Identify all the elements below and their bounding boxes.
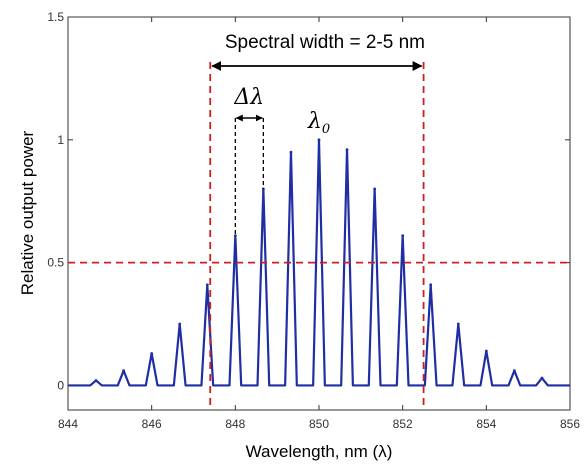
x-tick-label: 844 — [58, 417, 78, 431]
mode-peak-point — [429, 283, 433, 287]
mode-peak-point — [345, 148, 349, 152]
mode-peak-point — [122, 369, 126, 373]
lambda-zero-subscript: 0 — [322, 122, 330, 137]
mode-peak-point — [540, 376, 544, 380]
spectral-width-annotation: Spectral width = 2-5 nm — [225, 32, 425, 53]
x-tick-label: 852 — [393, 417, 413, 431]
lambda-zero-symbol: λ — [307, 109, 322, 134]
y-axis-label: Relative output power — [18, 130, 37, 295]
plot-area — [67, 16, 571, 411]
mode-peak-point — [456, 322, 460, 326]
mode-peak-point — [150, 352, 154, 355]
mode-peak-point — [94, 379, 98, 382]
mode-peak-point — [373, 187, 377, 191]
x-tick-label: 854 — [476, 417, 496, 431]
mode-peak-point — [484, 349, 488, 353]
x-tick-label: 848 — [225, 417, 245, 431]
mode-peak-point — [317, 138, 321, 142]
y-tick-label: 0.5 — [47, 256, 64, 270]
mode-peak-point — [178, 322, 182, 326]
x-tick-label: 850 — [309, 417, 329, 431]
mode-peak-point — [205, 283, 209, 287]
y-tick-label: 0 — [57, 378, 64, 392]
mode-peak-point — [401, 234, 405, 238]
x-tick-label: 856 — [560, 417, 580, 431]
mode-peak-point — [512, 369, 516, 373]
x-axis-label: Wavelength, nm (λ) — [246, 442, 393, 461]
mode-peak-point — [289, 150, 293, 154]
x-tick-label: 846 — [142, 417, 162, 431]
mode-peak-point — [233, 234, 237, 238]
y-tick-label: 1 — [57, 133, 64, 147]
y-tick-label: 1.5 — [47, 10, 64, 24]
lambda-zero-annotation: λ0 — [307, 109, 330, 137]
delta-lambda-annotation: Δλ — [233, 85, 264, 110]
